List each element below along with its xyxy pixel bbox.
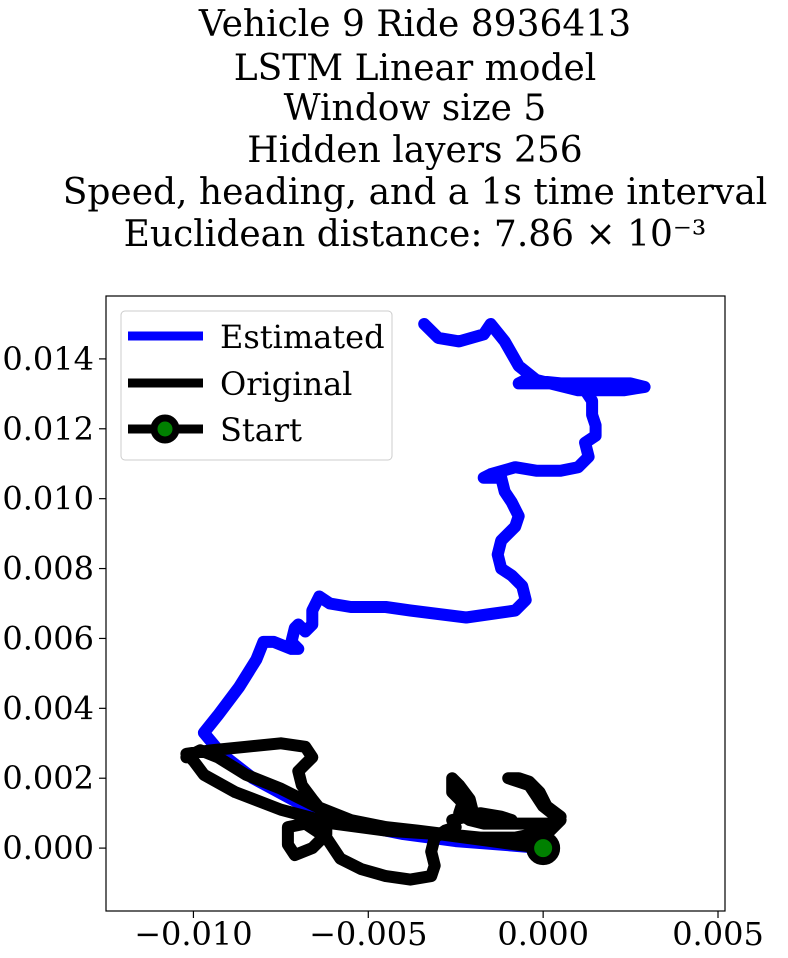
y-tick-label: 0.000	[2, 829, 94, 867]
y-tick-label: 0.012	[2, 410, 94, 448]
y-tick-label: 0.004	[2, 689, 94, 727]
title-line: Speed, heading, and a 1s time interval	[63, 172, 768, 213]
legend-box	[120, 310, 393, 461]
title-line: Vehicle 9 Ride 8936413	[198, 4, 631, 45]
legend-start-marker	[150, 414, 180, 444]
legend-estimated-label: Estimated	[220, 318, 385, 356]
x-axis: −0.010 −0.005 0.000 0.005	[134, 911, 764, 953]
title-line: Euclidean distance: 7.86 × 10⁻³	[124, 214, 707, 255]
title-line: Window size 5	[284, 88, 547, 129]
series-original-line	[180, 737, 567, 886]
y-tick-label: 0.014	[2, 340, 94, 378]
plot-frame	[105, 295, 726, 912]
y-tick-label: 0.002	[2, 759, 94, 797]
start-marker	[526, 831, 561, 866]
title-line: Hidden layers 256	[247, 130, 582, 171]
x-tick-label: −0.005	[309, 915, 427, 953]
title-line: LSTM Linear model	[234, 48, 597, 89]
series-estimated-line	[197, 318, 651, 855]
y-tick-label: 0.006	[2, 619, 94, 657]
x-tick-label: 0.005	[672, 915, 764, 953]
y-tick-label: 0.010	[2, 480, 94, 518]
chart-title: Vehicle 9 Ride 8936413 LSTM Linear model…	[63, 4, 768, 255]
x-tick-label: 0.000	[497, 915, 589, 953]
legend-original-label: Original	[220, 365, 352, 403]
x-tick-label: −0.010	[134, 915, 252, 953]
legend: Estimated Original Start	[120, 310, 393, 461]
legend-start-label: Start	[220, 411, 302, 449]
y-tick-label: 0.008	[2, 550, 94, 588]
y-axis: 0.000 0.002 0.004 0.006 0.008 0.010 0.012 0.014	[2, 340, 106, 867]
